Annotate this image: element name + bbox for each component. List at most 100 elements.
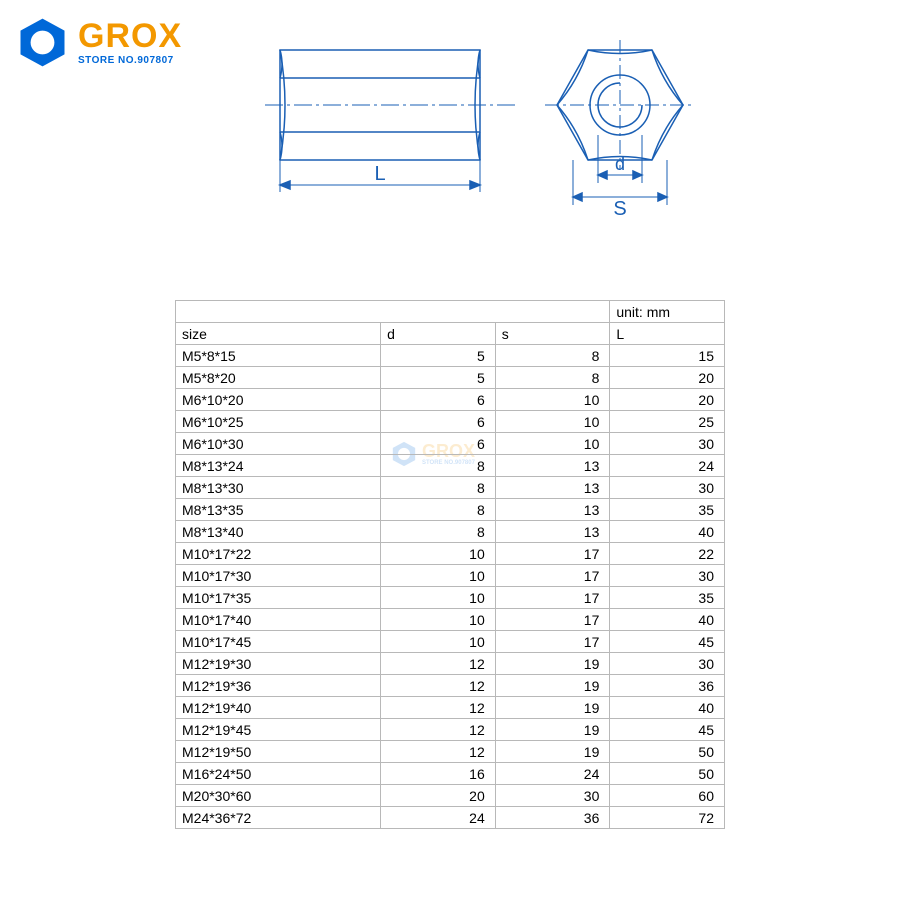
cell-value: 10: [381, 587, 496, 609]
cell-value: 50: [610, 741, 725, 763]
unit-cell: unit: mm: [610, 301, 725, 323]
column-header-L: L: [610, 323, 725, 345]
cell-size: M20*30*60: [176, 785, 381, 807]
hex-nut-spec-table: unit: mmsizedsLM5*8*155815M5*8*205820M6*…: [175, 300, 725, 829]
cell-value: 10: [495, 411, 610, 433]
cell-value: 30: [610, 477, 725, 499]
dim-label-S: S: [613, 198, 626, 220]
cell-value: 19: [495, 741, 610, 763]
cell-value: 10: [495, 433, 610, 455]
cell-value: 40: [610, 521, 725, 543]
brand-logo: GROX STORE NO.907807: [15, 15, 182, 70]
cell-value: 36: [495, 807, 610, 829]
cell-value: 24: [381, 807, 496, 829]
cell-value: 30: [495, 785, 610, 807]
cell-size: M10*17*30: [176, 565, 381, 587]
table-row: M6*10*2061020: [176, 389, 725, 411]
cell-value: 8: [381, 499, 496, 521]
cell-value: 22: [610, 543, 725, 565]
cell-value: 17: [495, 565, 610, 587]
cell-value: 12: [381, 697, 496, 719]
table-row: M12*19*40121940: [176, 697, 725, 719]
cell-value: 8: [381, 477, 496, 499]
cell-value: 50: [610, 763, 725, 785]
cell-value: 6: [381, 411, 496, 433]
cell-size: M10*17*35: [176, 587, 381, 609]
cell-value: 20: [610, 389, 725, 411]
dim-label-d: d: [615, 154, 625, 174]
cell-size: M12*19*36: [176, 675, 381, 697]
cell-size: M12*19*50: [176, 741, 381, 763]
technical-drawing: L: [260, 20, 730, 220]
cell-value: 12: [381, 653, 496, 675]
table-row: M8*13*2481324: [176, 455, 725, 477]
table-row: M5*8*205820: [176, 367, 725, 389]
cell-value: 13: [495, 499, 610, 521]
cell-value: 10: [381, 631, 496, 653]
cell-size: M5*8*15: [176, 345, 381, 367]
cell-value: 17: [495, 587, 610, 609]
hex-nut-icon: [15, 15, 70, 70]
table-row: M12*19*45121945: [176, 719, 725, 741]
cell-value: 20: [381, 785, 496, 807]
cell-value: 10: [381, 609, 496, 631]
cell-value: 8: [495, 367, 610, 389]
cell-size: M8*13*30: [176, 477, 381, 499]
cell-value: 40: [610, 609, 725, 631]
cell-value: 13: [495, 521, 610, 543]
table-row: M12*19*36121936: [176, 675, 725, 697]
cell-value: 30: [610, 565, 725, 587]
table-row: M10*17*45101745: [176, 631, 725, 653]
cell-value: 35: [610, 499, 725, 521]
cell-value: 36: [610, 675, 725, 697]
cell-value: 8: [381, 455, 496, 477]
table-row: M10*17*30101730: [176, 565, 725, 587]
table-row: M12*19*30121930: [176, 653, 725, 675]
table-row: M10*17*22101722: [176, 543, 725, 565]
cell-value: 13: [495, 455, 610, 477]
cell-value: 30: [610, 653, 725, 675]
cell-value: 45: [610, 631, 725, 653]
cell-value: 6: [381, 389, 496, 411]
cell-value: 16: [381, 763, 496, 785]
table-row: M16*24*50162450: [176, 763, 725, 785]
logo-sub-text: STORE NO.907807: [78, 55, 182, 66]
cell-value: 10: [381, 565, 496, 587]
cell-value: 6: [381, 433, 496, 455]
table-row: M10*17*40101740: [176, 609, 725, 631]
cell-size: M12*19*40: [176, 697, 381, 719]
cell-size: M10*17*45: [176, 631, 381, 653]
cell-value: 8: [495, 345, 610, 367]
cell-value: 60: [610, 785, 725, 807]
dim-label-L: L: [374, 163, 385, 185]
cell-value: 12: [381, 675, 496, 697]
unit-blank-cell: [176, 301, 610, 323]
table-row: M8*13*3581335: [176, 499, 725, 521]
table-row: M6*10*3061030: [176, 433, 725, 455]
cell-value: 24: [610, 455, 725, 477]
cell-value: 8: [381, 521, 496, 543]
cell-value: 10: [495, 389, 610, 411]
cell-value: 19: [495, 719, 610, 741]
cell-value: 40: [610, 697, 725, 719]
spec-table: unit: mmsizedsLM5*8*155815M5*8*205820M6*…: [175, 300, 725, 829]
cell-value: 25: [610, 411, 725, 433]
cell-value: 19: [495, 653, 610, 675]
table-row: M12*19*50121950: [176, 741, 725, 763]
cell-value: 19: [495, 675, 610, 697]
cell-size: M16*24*50: [176, 763, 381, 785]
cell-value: 72: [610, 807, 725, 829]
cell-size: M8*13*24: [176, 455, 381, 477]
cell-value: 45: [610, 719, 725, 741]
cell-value: 19: [495, 697, 610, 719]
cell-size: M6*10*30: [176, 433, 381, 455]
column-header-size: size: [176, 323, 381, 345]
cell-value: 12: [381, 741, 496, 763]
cell-size: M8*13*35: [176, 499, 381, 521]
cell-value: 17: [495, 543, 610, 565]
cell-value: 15: [610, 345, 725, 367]
cell-size: M6*10*20: [176, 389, 381, 411]
cell-value: 17: [495, 609, 610, 631]
table-row: M6*10*2561025: [176, 411, 725, 433]
cell-size: M12*19*45: [176, 719, 381, 741]
